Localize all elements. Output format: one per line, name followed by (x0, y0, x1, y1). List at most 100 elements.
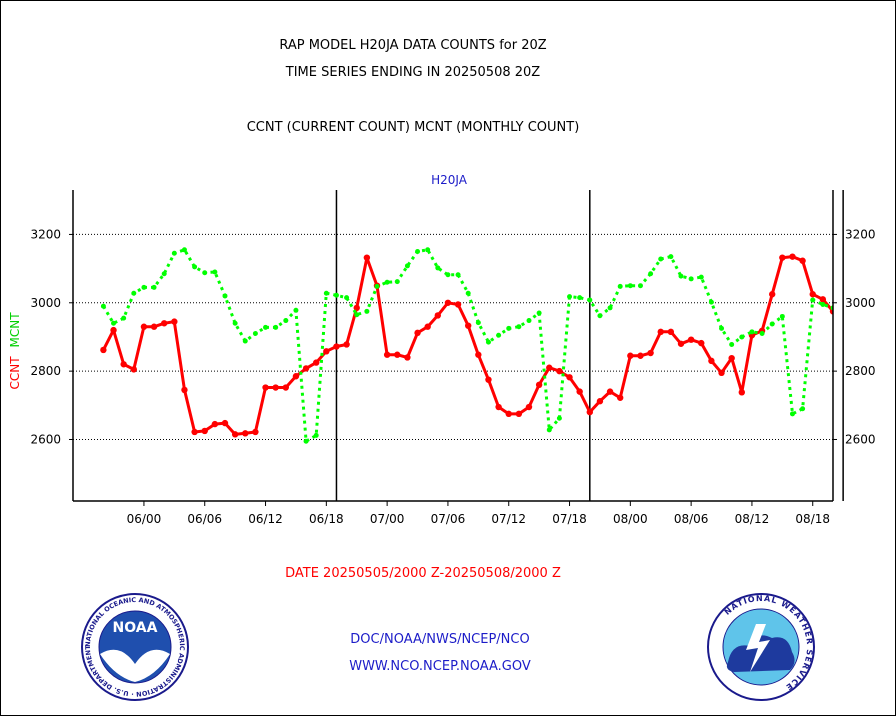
data-point-mcnt (637, 283, 643, 289)
data-point-ccnt (515, 410, 523, 418)
data-point-mcnt (222, 293, 228, 299)
data-point-mcnt (698, 274, 704, 280)
y-tick-label-right: 3000 (845, 296, 876, 310)
noaa-logo-text: NOAA (113, 620, 158, 636)
data-point-ccnt (789, 253, 796, 260)
data-point-ccnt (292, 373, 300, 380)
data-point-ccnt (171, 318, 178, 325)
data-point-mcnt (729, 341, 735, 347)
data-point-mcnt (374, 283, 380, 289)
data-point-ccnt (677, 340, 685, 347)
x-tick-label: 08/00 (613, 512, 648, 526)
data-point-mcnt (739, 334, 745, 340)
data-point-ccnt (617, 394, 624, 401)
data-point-ccnt (596, 398, 604, 405)
data-point-mcnt (303, 438, 309, 444)
data-point-ccnt (323, 348, 330, 355)
data-point-mcnt (293, 307, 299, 313)
data-point-mcnt (465, 290, 471, 296)
data-point-ccnt (687, 336, 695, 343)
data-point-ccnt (343, 341, 350, 348)
data-point-mcnt (192, 264, 198, 270)
x-tick-label: 08/12 (735, 512, 770, 526)
data-point-mcnt (415, 249, 421, 255)
data-point-mcnt (364, 308, 370, 314)
data-point-ccnt (556, 367, 563, 375)
data-point-ccnt (394, 351, 401, 358)
data-point-mcnt (759, 331, 765, 337)
data-point-ccnt (100, 346, 107, 354)
data-point-ccnt (606, 388, 614, 395)
data-point-mcnt (769, 321, 775, 327)
data-point-mcnt (252, 331, 258, 337)
data-point-ccnt (546, 364, 553, 371)
data-point-mcnt (455, 272, 461, 278)
data-point-ccnt (282, 384, 289, 391)
data-point-mcnt (567, 294, 573, 300)
data-point-ccnt (698, 339, 705, 347)
data-point-ccnt (535, 381, 543, 389)
data-point-ccnt (383, 351, 391, 358)
series-layer (100, 247, 833, 444)
data-point-mcnt (607, 305, 613, 311)
data-point-mcnt (496, 332, 502, 338)
data-point-mcnt (384, 279, 390, 285)
y-tick-label-right: 2800 (845, 364, 876, 378)
data-point-mcnt (516, 324, 522, 330)
x-tick-label: 07/00 (370, 512, 405, 526)
website-link[interactable]: WWW.NCO.NCEP.NOAA.GOV (349, 659, 531, 674)
data-point-ccnt (454, 301, 462, 308)
x-tick-label: 06/12 (248, 512, 283, 526)
data-point-ccnt (586, 408, 593, 416)
data-point-mcnt (232, 320, 238, 326)
y-axis-label-mcnt: MCNT (8, 312, 22, 348)
data-point-mcnt (546, 427, 552, 433)
data-point-mcnt (506, 325, 512, 331)
data-point-ccnt (627, 352, 634, 359)
noaa-logo: NOAA NATIONAL OCEANIC AND ATMOSPHERIC AD… (80, 592, 189, 701)
y-tick-label-left: 2600 (30, 432, 61, 446)
x-tick-label: 06/18 (309, 512, 344, 526)
data-point-mcnt (273, 324, 279, 330)
data-point-ccnt (647, 349, 654, 357)
data-point-ccnt (465, 322, 472, 329)
data-point-mcnt (323, 290, 329, 296)
data-point-ccnt (708, 357, 715, 365)
data-point-mcnt (536, 310, 542, 316)
y-tick-label-left: 3200 (30, 227, 61, 241)
chart-header-line-1: RAP MODEL H20JA DATA COUNTS for 20Z (279, 38, 547, 53)
data-point-ccnt (769, 291, 776, 298)
chart-header-line-3: CCNT (CURRENT COUNT) MCNT (MONTHLY COUNT… (246, 120, 580, 135)
data-point-ccnt (414, 329, 421, 337)
data-point-mcnt (202, 270, 208, 276)
data-point-ccnt (150, 323, 158, 330)
data-point-ccnt (738, 389, 745, 396)
data-point-mcnt (333, 292, 339, 298)
data-point-ccnt (799, 257, 806, 264)
data-point-ccnt (819, 296, 827, 303)
data-point-mcnt (141, 284, 147, 290)
data-point-mcnt (445, 272, 451, 278)
data-point-mcnt (394, 279, 400, 285)
data-point-mcnt (648, 271, 654, 277)
data-point-mcnt (577, 295, 583, 301)
data-point-ccnt (505, 410, 512, 418)
chart-title: H20JA (431, 173, 468, 187)
date-range-label: DATE 20250505/2000 Z-20250508/2000 Z (285, 566, 561, 581)
data-point-ccnt (302, 365, 310, 372)
data-point-mcnt (779, 313, 785, 319)
y-axis-label-ccnt: CCNT (8, 356, 22, 390)
axes: 2600 2600 2800 2800 3000 3000 3200 3200 06/00 06/… (30, 190, 876, 526)
y-tick-label-right: 3200 (845, 227, 876, 241)
data-point-mcnt (181, 247, 187, 253)
data-point-mcnt (668, 254, 674, 260)
data-point-ccnt (566, 374, 573, 381)
data-point-ccnt (181, 386, 188, 394)
data-point-ccnt (191, 428, 198, 436)
x-tick-label: 07/12 (491, 512, 526, 526)
data-point-ccnt (313, 359, 320, 366)
series-line-ccnt (102, 255, 833, 436)
data-point-mcnt (111, 320, 117, 326)
data-point-mcnt (354, 312, 360, 318)
